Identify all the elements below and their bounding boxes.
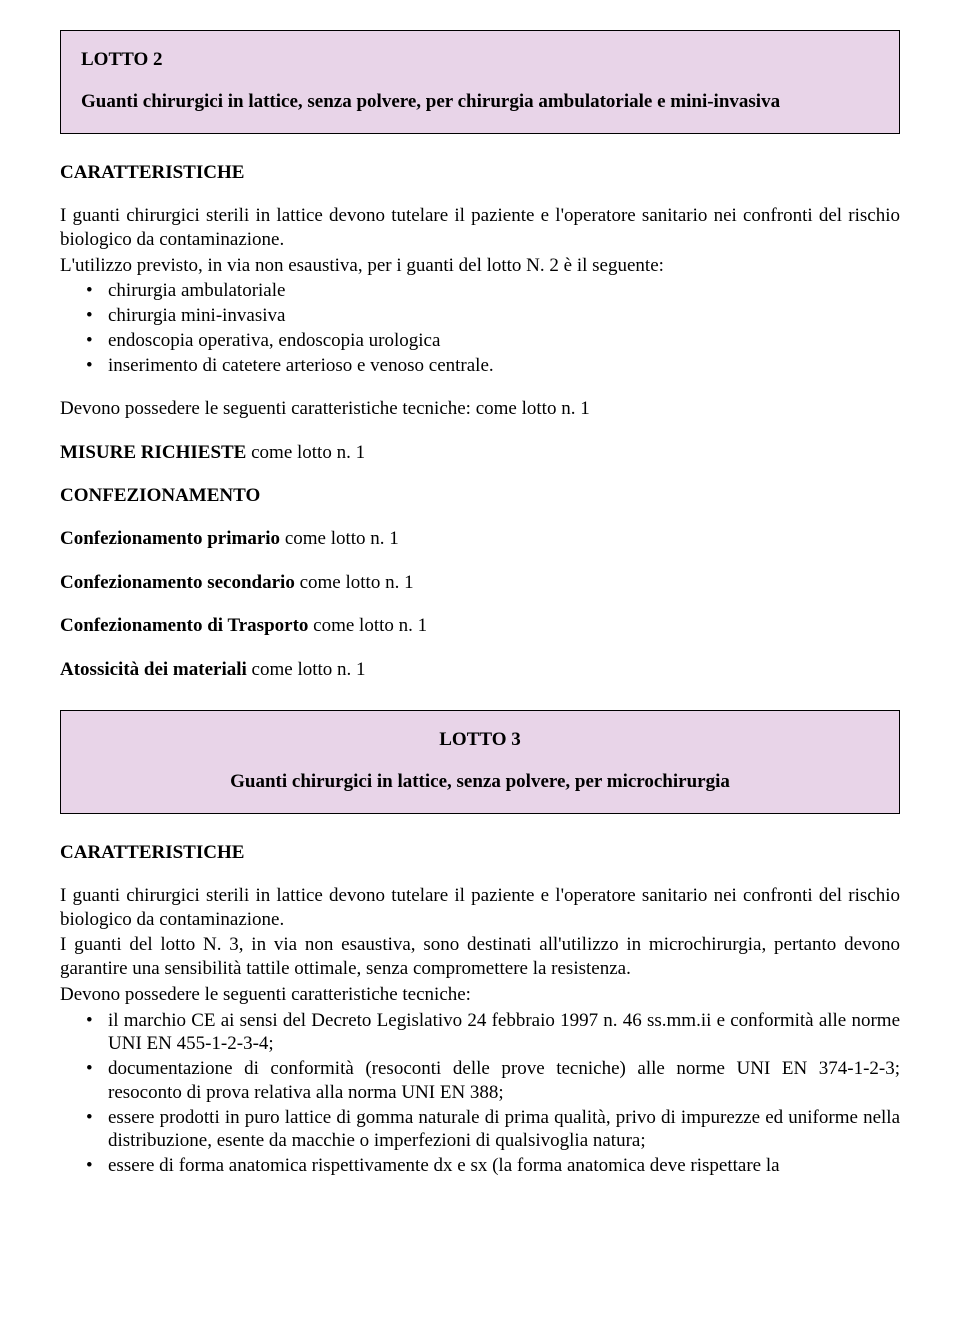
list-item: chirurgia mini-invasiva [108, 304, 900, 328]
lotto2-conf-secondario-label: Confezionamento secondario [60, 572, 295, 593]
lotto2-intro-p2: L'utilizzo previsto, in via non esaustiv… [60, 254, 900, 278]
lotto2-conf-trasporto-label: Confezionamento di Trasporto [60, 615, 308, 636]
lotto2-conf-trasporto-row: Confezionamento di Trasporto come lotto … [60, 614, 900, 638]
lotto3-intro-p3: Devono possedere le seguenti caratterist… [60, 983, 900, 1007]
list-item: il marchio CE ai sensi del Decreto Legis… [108, 1009, 900, 1057]
lotto2-caratteristiche-label: CARATTERISTICHE [60, 162, 900, 184]
lotto2-conf-secondario-row: Confezionamento secondario come lotto n.… [60, 571, 900, 595]
lotto2-intro-p1: I guanti chirurgici sterili in lattice d… [60, 204, 900, 252]
lotto3-caratteristiche-label: CARATTERISTICHE [60, 842, 900, 864]
list-item: chirurgia ambulatoriale [108, 279, 900, 303]
lotto3-subtitle: Guanti chirurgici in lattice, senza polv… [81, 771, 879, 793]
lotto2-conf-primario-rest: come lotto n. 1 [280, 528, 399, 549]
lotto2-conf-secondario-rest: come lotto n. 1 [295, 572, 414, 593]
lotto2-tech-line: Devono possedere le seguenti caratterist… [60, 397, 900, 421]
lotto2-misure-row: MISURE RICHIESTE come lotto n. 1 [60, 441, 900, 465]
list-item: endoscopia operativa, endoscopia urologi… [108, 329, 900, 353]
lotto2-header-box: LOTTO 2 Guanti chirurgici in lattice, se… [60, 30, 900, 134]
list-item: essere prodotti in puro lattice di gomma… [108, 1106, 900, 1154]
lotto2-atossicita-label: Atossicità dei materiali [60, 659, 247, 680]
lotto2-misure-rest: come lotto n. 1 [246, 442, 365, 463]
lotto3-intro-p1: I guanti chirurgici sterili in lattice d… [60, 884, 900, 932]
lotto3-header-box: LOTTO 3 Guanti chirurgici in lattice, se… [60, 710, 900, 814]
lotto3-title: LOTTO 3 [81, 729, 879, 751]
lotto2-atossicita-row: Atossicità dei materiali come lotto n. 1 [60, 658, 900, 682]
lotto2-conf-primario-row: Confezionamento primario come lotto n. 1 [60, 527, 900, 551]
lotto2-conf-primario-label: Confezionamento primario [60, 528, 280, 549]
lotto2-misure-label: MISURE RICHIESTE [60, 442, 246, 463]
lotto3-tech-list: il marchio CE ai sensi del Decreto Legis… [60, 1009, 900, 1178]
lotto2-usage-list: chirurgia ambulatoriale chirurgia mini-i… [60, 279, 900, 377]
lotto2-conf-trasporto-rest: come lotto n. 1 [308, 615, 427, 636]
lotto3-intro-p2: I guanti del lotto N. 3, in via non esau… [60, 933, 900, 981]
lotto2-subtitle: Guanti chirurgici in lattice, senza polv… [81, 91, 879, 113]
list-item: documentazione di conformità (resoconti … [108, 1057, 900, 1105]
list-item: essere di forma anatomica rispettivament… [108, 1154, 900, 1178]
lotto2-confezionamento-label: CONFEZIONAMENTO [60, 485, 900, 507]
lotto2-title: LOTTO 2 [81, 49, 879, 71]
list-item: inserimento di catetere arterioso e veno… [108, 354, 900, 378]
lotto2-atossicita-rest: come lotto n. 1 [247, 659, 366, 680]
